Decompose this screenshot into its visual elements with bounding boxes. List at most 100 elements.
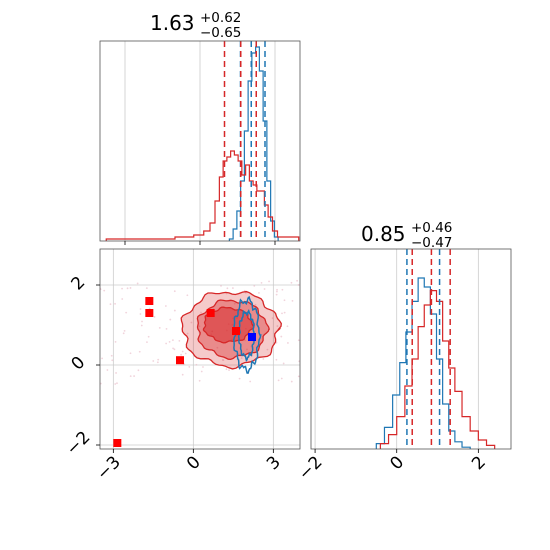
sample-dot [114,302,116,305]
sample-dot [180,353,183,356]
sample-dot [122,332,125,335]
sample-dot [198,379,201,382]
sample-dot [129,375,132,378]
sample-dot [260,281,263,284]
sample-dot [139,313,142,315]
sample-dot [268,280,270,283]
sample-dot [157,358,160,361]
panel-top-left-grid [124,41,276,241]
sample-dot [114,383,117,385]
panel-bottom-left-contours [180,290,282,374]
sample-dot [246,348,248,351]
sample-dot [158,326,161,329]
sample-dot [129,352,132,355]
sample-dot [147,335,150,338]
sample-dot [123,329,126,332]
sample-dot [200,311,202,314]
sample-dot [297,375,300,378]
sample-dot [202,366,204,368]
sample-dot [169,318,172,321]
histogram-step-series_a [228,46,279,241]
title-param-2: 0.85 +0.46 −0.47 [361,220,452,251]
x-tick-label: 0 [183,452,205,474]
y-tick-label: 0 [68,353,90,375]
sample-dot [156,361,159,364]
panel-bottom-left-contour: −3 0 3 −2 0 2 [63,248,301,484]
sample-dot [172,347,174,350]
sample-dot [137,369,140,372]
sample-dot [114,340,117,343]
sample-dot [116,382,118,385]
sample-dot [101,357,103,360]
sample-dot [254,303,257,306]
sample-dot [287,342,289,344]
contour-level-series-a [232,295,262,374]
panel-top-left-ticks [124,241,276,245]
sample-dot [109,303,112,306]
y-tick-label: −2 [63,428,95,460]
sample-dot [100,382,102,385]
x-tick-label: 2 [468,452,490,474]
sample-dot [136,282,139,285]
sample-dot [178,339,181,342]
panel-bottom-right-grid [314,249,479,449]
sample-dot [133,375,136,377]
x-tick-label: 3 [263,452,285,474]
y-tick-label: 2 [68,273,90,295]
panel-bottom-right-series [375,277,496,449]
sample-dot [297,339,300,342]
contour-level-series-b [202,306,255,344]
panel-top-left-series [105,46,300,241]
sample-dot [168,340,171,343]
sample-dot [276,290,278,293]
panel-bottom-left-frame [99,248,301,450]
marker-red-square [113,439,122,447]
histogram-step-series_a [375,277,471,449]
title-param-1-value: 1.63 [150,11,195,35]
sample-dot [271,317,274,320]
sample-dot [181,350,184,353]
histogram-step-series_b [105,150,300,241]
marker-red-square [206,309,215,317]
sample-dot [262,358,265,360]
sample-dot [263,288,266,290]
marker-red-square [176,356,184,365]
title-param-2-lower-error: −0.47 [411,235,452,251]
sample-dot [281,312,283,315]
sample-dot [277,379,280,382]
sample-dot [129,287,132,289]
sample-dot [228,369,230,372]
marker-red-square [145,309,154,317]
sample-dot [283,299,286,302]
sample-dot [198,325,201,328]
panel-bottom-left-grid [100,249,300,449]
sample-dot [173,290,176,293]
title-param-1-upper-error: +0.62 [200,10,241,26]
sample-dot [297,284,300,286]
sample-dot [181,373,184,376]
sample-dot [184,352,187,355]
marker-red-square [232,327,240,335]
sample-dot [233,302,236,305]
sample-dot [275,358,278,361]
sample-dot [286,325,289,328]
sample-dot [238,377,241,380]
panel-top-left-histogram [99,40,301,245]
sample-dot [266,348,269,351]
sample-dot [103,289,106,292]
sample-dot [165,342,168,345]
sample-dot [276,288,278,291]
sample-dot [126,287,129,290]
panel-bottom-right-ticks: −2 0 2 [295,449,490,484]
panel-bottom-right-quantile-lines [406,249,451,449]
sample-dot [146,341,148,343]
sample-dot [153,316,156,318]
sample-dot [186,332,189,335]
sample-dot [296,279,298,282]
sample-dot [298,360,300,363]
sample-dot [148,307,151,310]
sample-dot [195,363,198,366]
x-tick-label: −2 [295,452,327,484]
panel-bottom-right-frame [310,248,512,450]
